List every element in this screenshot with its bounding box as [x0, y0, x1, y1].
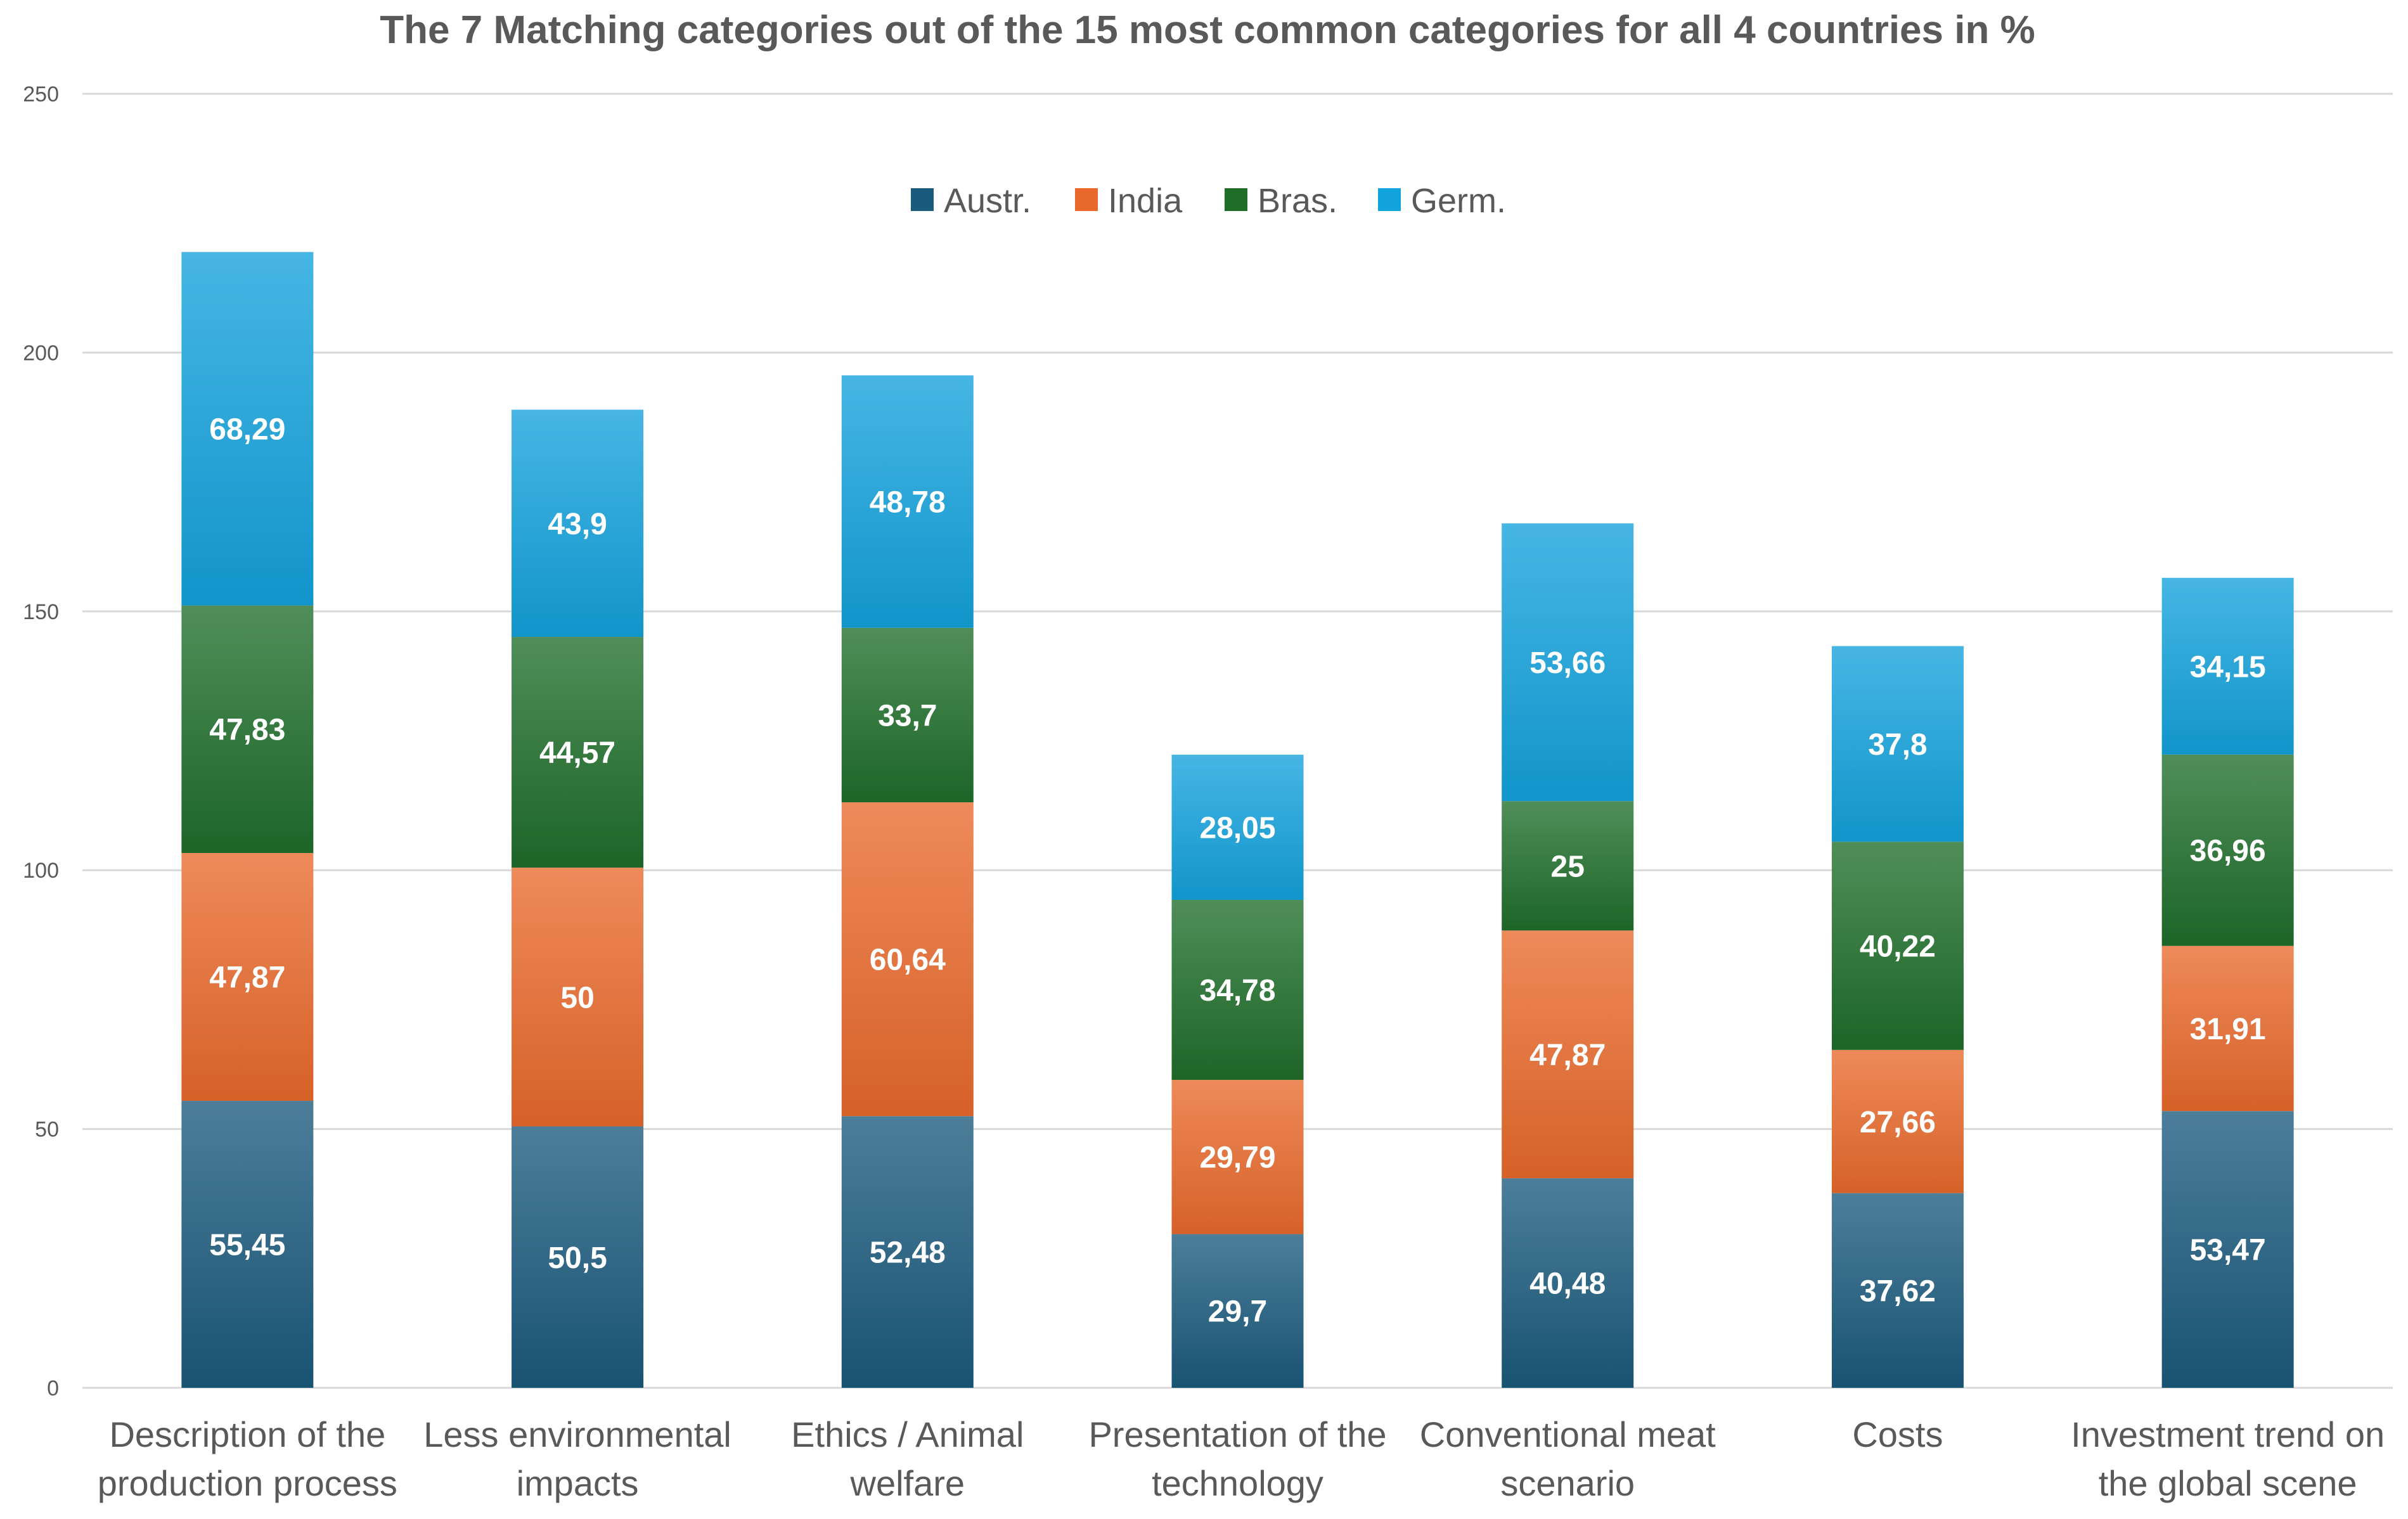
- y-tick-label: 0: [47, 1376, 59, 1400]
- legend-item-bras: Bras.: [1225, 182, 1337, 220]
- legend-swatch: [911, 188, 934, 211]
- bar-austr-1: [181, 1101, 314, 1388]
- data-label-india-4: 29,79: [1199, 1141, 1275, 1175]
- data-label-austr-1: 55,45: [209, 1229, 285, 1262]
- x-category-label: Conventional meat: [1420, 1414, 1716, 1454]
- data-label-bras-5: 25: [1551, 850, 1585, 883]
- x-category-label: Investment trend on: [2071, 1414, 2385, 1454]
- bar-bras-1: [181, 605, 314, 854]
- legend-label: Germ.: [1411, 182, 1506, 220]
- data-label-austr-2: 50,5: [548, 1241, 607, 1275]
- bar-germ-2: [512, 409, 644, 638]
- data-label-bras-4: 34,78: [1199, 974, 1275, 1008]
- bar-bras-4: [1171, 900, 1304, 1080]
- bar-austr-4: [1171, 1234, 1304, 1388]
- bar-bras-7: [2161, 754, 2294, 946]
- data-label-bras-3: 33,7: [878, 699, 937, 733]
- data-labels: 55,45 47,87 47,83 68,29 50,5 50 44,57 43,9 52,48…: [209, 413, 2265, 1329]
- x-category-label: technology: [1152, 1463, 1323, 1503]
- data-label-austr-4: 29,7: [1208, 1295, 1267, 1329]
- data-label-germ-2: 43,9: [548, 508, 607, 541]
- bar-austr-5: [1502, 1178, 1634, 1388]
- bar-austr-6: [1831, 1193, 1964, 1388]
- bar-austr-3: [841, 1116, 974, 1388]
- data-label-austr-3: 52,48: [870, 1236, 946, 1270]
- y-tick-label: 50: [35, 1118, 59, 1142]
- data-label-germ-1: 68,29: [209, 413, 285, 447]
- data-label-germ-4: 28,05: [1199, 811, 1275, 845]
- y-axis: 0 50 100 150 200 250: [23, 82, 59, 1400]
- legend-label: India: [1108, 182, 1183, 220]
- y-tick-label: 150: [23, 600, 59, 624]
- data-label-india-2: 50: [560, 981, 594, 1015]
- y-tick-label: 100: [23, 859, 59, 883]
- legend-item-germ: Germ.: [1378, 182, 1506, 220]
- bar-india-1: [181, 853, 314, 1101]
- legend-label: Austr.: [944, 182, 1031, 220]
- legend-item-austr: Austr.: [911, 182, 1031, 220]
- x-category-label: Ethics / Animal: [791, 1414, 1024, 1454]
- x-category-label: impacts: [517, 1463, 639, 1503]
- y-tick-label: 200: [23, 341, 59, 365]
- data-label-germ-5: 53,66: [1529, 646, 1606, 680]
- x-category-label: production process: [98, 1463, 397, 1503]
- bar-india-7: [2161, 945, 2294, 1112]
- legend-label: Bras.: [1258, 182, 1337, 220]
- bar-india-5: [1502, 930, 1634, 1179]
- bar-germ-3: [841, 375, 974, 628]
- bar-germ-5: [1502, 523, 1634, 802]
- legend-swatch: [1378, 188, 1401, 211]
- bar-india-3: [841, 802, 974, 1117]
- data-label-bras-6: 40,22: [1860, 930, 1936, 964]
- bar-germ-4: [1171, 754, 1304, 901]
- data-label-india-6: 27,66: [1860, 1106, 1936, 1139]
- data-label-germ-3: 48,78: [870, 486, 946, 520]
- x-category-label: Less environmental: [423, 1414, 731, 1454]
- y-tick-label: 250: [23, 82, 59, 106]
- bar-bras-5: [1502, 801, 1634, 931]
- legend-swatch: [1225, 188, 1247, 211]
- data-label-austr-7: 53,47: [2190, 1234, 2266, 1267]
- bar-india-6: [1831, 1049, 1964, 1193]
- bar-bras-3: [841, 627, 974, 803]
- x-category-label: Presentation of the: [1088, 1414, 1386, 1454]
- legend-swatch: [1075, 188, 1098, 211]
- data-label-austr-6: 37,62: [1860, 1274, 1936, 1308]
- bar-germ-6: [1831, 646, 1964, 842]
- bar-austr-2: [512, 1126, 644, 1388]
- data-label-germ-7: 34,15: [2190, 650, 2266, 684]
- data-label-austr-5: 40,48: [1529, 1267, 1606, 1301]
- legend: Austr. India Bras. Germ.: [911, 182, 1506, 220]
- data-label-india-5: 47,87: [1529, 1039, 1606, 1072]
- data-label-bras-2: 44,57: [539, 736, 615, 770]
- bar-germ-1: [181, 252, 314, 606]
- bar-bras-2: [512, 637, 644, 868]
- x-category-label: welfare: [850, 1463, 965, 1503]
- bar-india-4: [1171, 1080, 1304, 1234]
- data-label-india-7: 31,91: [2190, 1013, 2266, 1046]
- x-category-label: Costs: [1852, 1414, 1943, 1454]
- x-axis: Description of the production process Less…: [98, 1414, 2385, 1503]
- bar-bras-6: [1831, 842, 1964, 1050]
- bar-austr-7: [2161, 1111, 2294, 1388]
- x-category-label: Description of the: [109, 1414, 385, 1454]
- data-label-bras-1: 47,83: [209, 714, 285, 747]
- data-label-germ-6: 37,8: [1868, 728, 1927, 762]
- x-category-label: the global scene: [2099, 1463, 2357, 1503]
- data-label-india-3: 60,64: [870, 944, 946, 977]
- bar-germ-7: [2161, 577, 2294, 755]
- chart-title: The 7 Matching categories out of the 15 …: [380, 8, 2035, 52]
- x-category-label: scenario: [1500, 1463, 1635, 1503]
- bars: [181, 252, 2294, 1388]
- legend-item-india: India: [1075, 182, 1183, 220]
- data-label-bras-7: 36,96: [2190, 835, 2266, 868]
- bar-india-2: [512, 868, 644, 1127]
- data-label-india-1: 47,87: [209, 961, 285, 995]
